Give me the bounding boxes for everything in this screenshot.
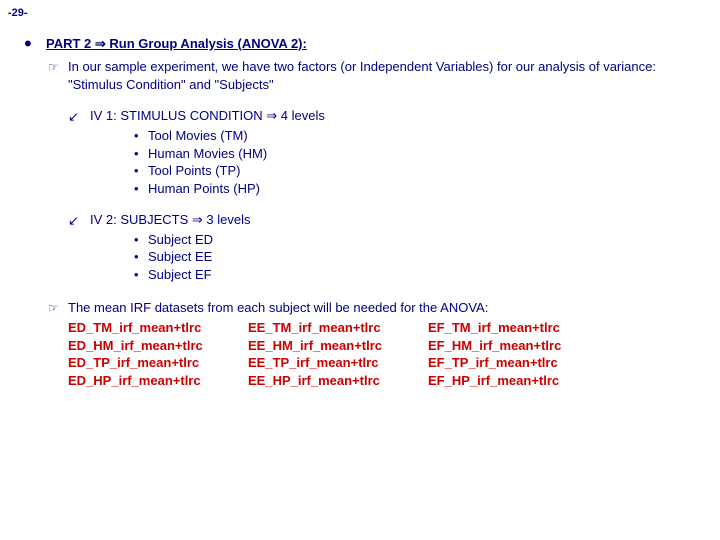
iv1-item-2: Tool Points (TP) — [148, 163, 240, 178]
irf-cell: EE_HP_irf_mean+tlrc — [248, 372, 428, 390]
heading-row: • PART 2 ⇒ Run Group Analysis (ANOVA 2): — [46, 35, 700, 53]
iv2-label: IV 2: SUBJECTS — [90, 212, 188, 227]
bullet-icon: • — [134, 145, 139, 163]
heading: PART 2 ⇒ Run Group Analysis (ANOVA 2): — [46, 36, 307, 51]
iv2-item-0: Subject ED — [148, 232, 213, 247]
iv2-items: • Subject ED • Subject EE • Subject EF — [134, 231, 700, 284]
arrow-down-left-icon: ↙ — [68, 212, 79, 230]
heading-rest-text: Run Group Analysis (ANOVA 2): — [109, 36, 306, 51]
bullet-icon: • — [134, 162, 139, 180]
table-row: ED_TP_irf_mean+tlrcEE_TP_irf_mean+tlrcEF… — [68, 354, 700, 372]
table-row: ED_HM_irf_mean+tlrcEE_HM_irf_mean+tlrcEF… — [68, 337, 700, 355]
irf-cell: EF_TP_irf_mean+tlrc — [428, 354, 608, 372]
irf-cell: ED_TM_irf_mean+tlrc — [68, 319, 248, 337]
hand-icon: ☞ — [48, 59, 59, 75]
irf-cell: EF_HM_irf_mean+tlrc — [428, 337, 608, 355]
double-arrow-icon: ⇒ — [192, 212, 203, 227]
bullet-dot: • — [24, 37, 32, 50]
list-item: • Subject EF — [134, 266, 700, 284]
iv1-item-0: Tool Movies (TM) — [148, 128, 248, 143]
double-arrow-icon: ⇒ — [266, 108, 277, 123]
bullet-icon: • — [134, 180, 139, 198]
slide-content: • PART 2 ⇒ Run Group Analysis (ANOVA 2):… — [0, 21, 720, 389]
mean-text: The mean IRF datasets from each subject … — [68, 300, 488, 315]
intro-block: ☞ In our sample experiment, we have two … — [68, 58, 700, 93]
page-number: -29- — [0, 0, 720, 21]
iv2-item-2: Subject EF — [148, 267, 212, 282]
iv2-levels: 3 levels — [206, 212, 250, 227]
bullet-icon: • — [134, 248, 139, 266]
hand-icon: ☞ — [48, 300, 59, 316]
iv1-item-1: Human Movies (HM) — [148, 146, 267, 161]
list-item: • Tool Movies (TM) — [134, 127, 700, 145]
list-item: • Human Movies (HM) — [134, 145, 700, 163]
iv1-item-3: Human Points (HP) — [148, 181, 260, 196]
irf-cell: EE_TP_irf_mean+tlrc — [248, 354, 428, 372]
mean-block: ☞ The mean IRF datasets from each subjec… — [68, 299, 700, 389]
iv1-levels: 4 levels — [281, 108, 325, 123]
iv1-items: • Tool Movies (TM) • Human Movies (HM) • To… — [134, 127, 700, 197]
heading-part: PART 2 — [46, 36, 91, 51]
iv1-label: IV 1: STIMULUS CONDITION — [90, 108, 263, 123]
irf-grid: ED_TM_irf_mean+tlrcEE_TM_irf_mean+tlrcEF… — [68, 319, 700, 389]
irf-cell: ED_TP_irf_mean+tlrc — [68, 354, 248, 372]
list-item: • Human Points (HP) — [134, 180, 700, 198]
bullet-icon: • — [134, 266, 139, 284]
irf-cell: ED_HM_irf_mean+tlrc — [68, 337, 248, 355]
irf-cell: EE_HM_irf_mean+tlrc — [248, 337, 428, 355]
table-row: ED_HP_irf_mean+tlrcEE_HP_irf_mean+tlrcEF… — [68, 372, 700, 390]
bullet-icon: • — [134, 127, 139, 145]
intro-text: In our sample experiment, we have two fa… — [68, 59, 656, 92]
irf-cell: EF_TM_irf_mean+tlrc — [428, 319, 608, 337]
iv1-block: ↙ IV 1: STIMULUS CONDITION ⇒ 4 levels •T… — [90, 107, 700, 197]
list-item: • Subject EE — [134, 248, 700, 266]
iv2-item-1: Subject EE — [148, 249, 212, 264]
irf-cell: EF_HP_irf_mean+tlrc — [428, 372, 608, 390]
list-item: • Subject ED — [134, 231, 700, 249]
arrow-down-left-icon: ↙ — [68, 108, 79, 126]
table-row: ED_TM_irf_mean+tlrcEE_TM_irf_mean+tlrcEF… — [68, 319, 700, 337]
irf-cell: ED_HP_irf_mean+tlrc — [68, 372, 248, 390]
iv2-block: ↙ IV 2: SUBJECTS ⇒ 3 levels •Subject ED … — [90, 211, 700, 283]
double-arrow-icon: ⇒ — [95, 36, 106, 51]
irf-cell: EE_TM_irf_mean+tlrc — [248, 319, 428, 337]
bullet-icon: • — [134, 231, 139, 249]
list-item: • Tool Points (TP) — [134, 162, 700, 180]
